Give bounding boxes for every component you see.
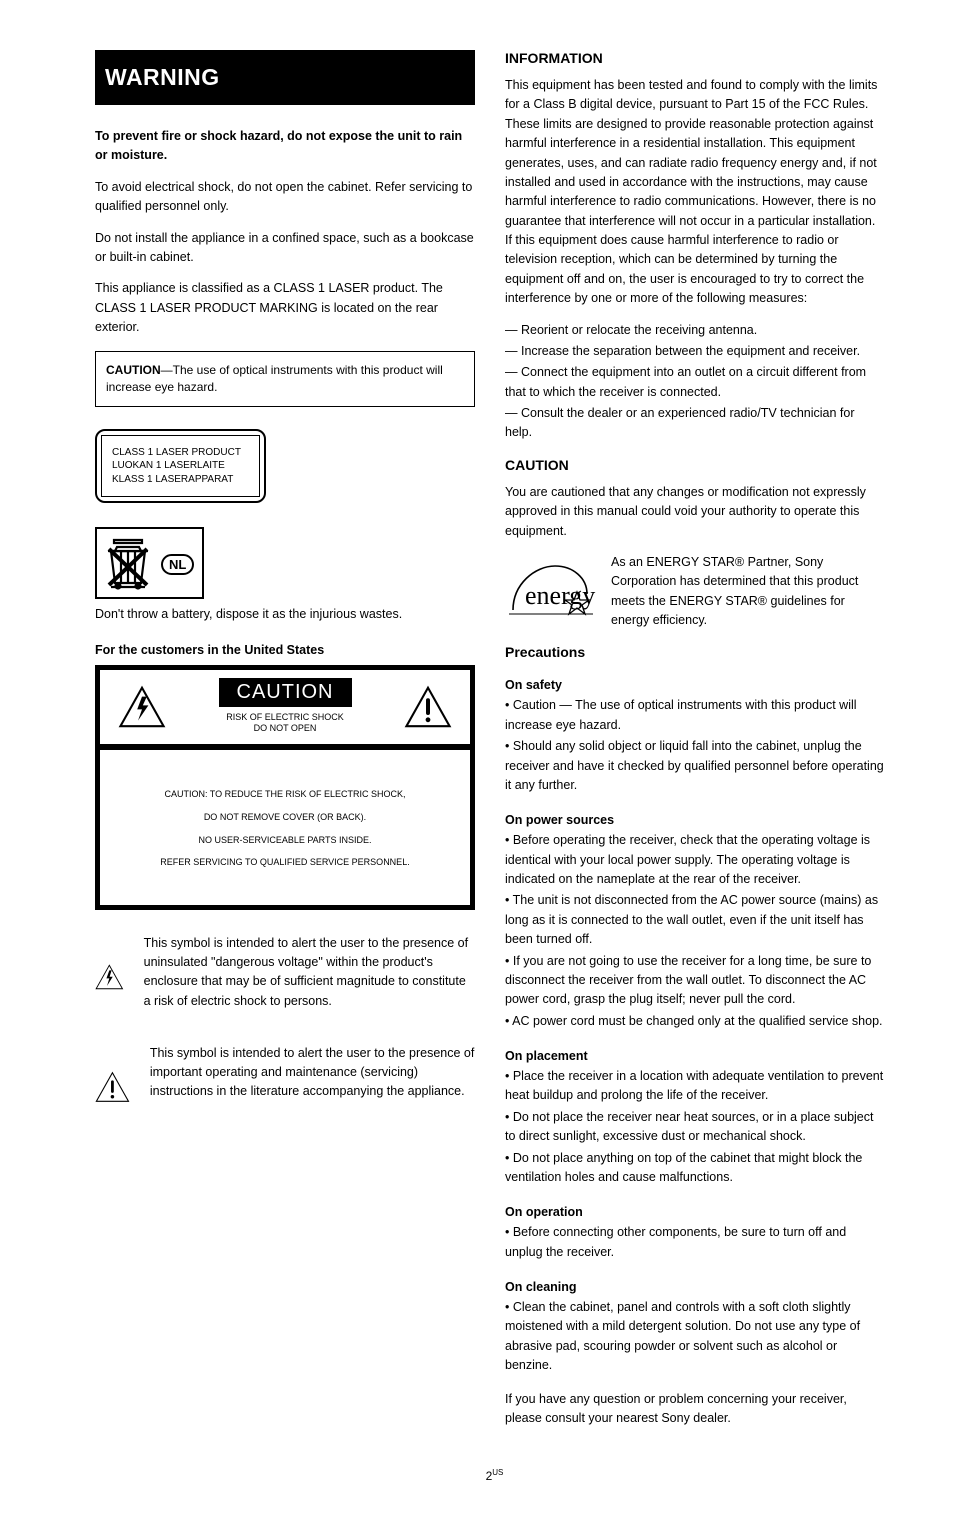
us-customers-heading: For the customers in the United States: [95, 643, 475, 657]
fcc-li3: — Connect the equipment into an outlet o…: [505, 363, 885, 402]
place-p2: • Do not place the receiver near heat so…: [505, 1108, 885, 1147]
safety-p1: • Caution — The use of optical instrumen…: [505, 696, 885, 735]
triangle-desc-2: This symbol is intended to alert the use…: [95, 1044, 475, 1130]
energy-star-icon: energy: [505, 556, 597, 628]
precautions-heading: Precautions: [505, 644, 885, 660]
power-p1: • Before operating the receiver, check t…: [505, 831, 885, 889]
crossed-bin-icon: [105, 537, 151, 591]
triangle-desc-1: This symbol is intended to alert the use…: [95, 934, 475, 1020]
exclamation-triangle-large-icon: [95, 1044, 130, 1130]
shock-caption-block: CAUTION RISK OF ELECTRIC SHOCKDO NOT OPE…: [219, 678, 352, 737]
shock-body-l1: CAUTION: TO REDUCE THE RISK OF ELECTRIC …: [114, 788, 456, 801]
place-p1: • Place the receiver in a location with …: [505, 1067, 885, 1106]
safety-p2: • Should any solid object or liquid fall…: [505, 737, 885, 795]
placement-heading: On placement: [505, 1049, 885, 1063]
fcc-para: This equipment has been tested and found…: [505, 76, 885, 309]
weee-frame: NL: [95, 527, 204, 599]
nl-badge: NL: [161, 554, 194, 575]
op-p: • Before connecting other components, be…: [505, 1223, 885, 1262]
warning-title-block: WARNING: [95, 50, 475, 105]
contact-para: If you have any question or problem conc…: [505, 1390, 885, 1429]
laser-line3: KLASS 1 LASERAPPARAT: [112, 473, 241, 487]
left-column: WARNING To prevent fire or shock hazard,…: [95, 50, 475, 1440]
class1-laser-label: CLASS 1 LASER PRODUCT LUOKAN 1 LASERLAIT…: [95, 429, 266, 504]
shock-panel-top: CAUTION RISK OF ELECTRIC SHOCKDO NOT OPE…: [100, 670, 470, 751]
shock-caption: CAUTION: [219, 678, 352, 707]
page-number: 2US: [95, 1468, 894, 1483]
power-p2: • The unit is not disconnected from the …: [505, 891, 885, 949]
shock-body-l3: NO USER-SERVICEABLE PARTS INSIDE.: [114, 834, 456, 847]
shock-body-l2: DO NOT REMOVE COVER (OR BACK).: [114, 811, 456, 824]
energy-para: As an ENERGY STAR® Partner, Sony Corpora…: [611, 553, 885, 631]
place-p3: • Do not place anything on top of the ca…: [505, 1149, 885, 1188]
laser-label-inner: CLASS 1 LASER PRODUCT LUOKAN 1 LASERLAIT…: [101, 435, 260, 498]
weee-caption: Don't throw a battery, dispose it as the…: [95, 605, 475, 624]
power-heading: On power sources: [505, 813, 885, 827]
electric-shock-panel: CAUTION RISK OF ELECTRIC SHOCKDO NOT OPE…: [95, 665, 475, 910]
shock-body: CAUTION: TO REDUCE THE RISK OF ELECTRIC …: [100, 750, 470, 904]
tri1-desc: This symbol is intended to alert the use…: [144, 934, 475, 1012]
two-column-layout: WARNING To prevent fire or shock hazard,…: [95, 50, 894, 1440]
shock-sub: RISK OF ELECTRIC SHOCKDO NOT OPEN: [219, 707, 352, 737]
fcc-li4: — Consult the dealer or an experienced r…: [505, 404, 885, 443]
caution-text: CAUTION—The use of optical instruments w…: [106, 362, 464, 396]
eye-hazard-caution-box: CAUTION—The use of optical instruments w…: [95, 351, 475, 407]
cleaning-heading: On cleaning: [505, 1280, 885, 1294]
safety-heading: On safety: [505, 678, 885, 692]
energy-star-row: energy As an ENERGY STAR® Partner, Sony …: [505, 553, 885, 631]
shock-sub2: DO NOT OPEN: [254, 723, 317, 733]
svg-text:energy: energy: [525, 581, 595, 610]
warning-p2: To avoid electrical shock, do not open t…: [95, 178, 475, 217]
laser-line2: LUOKAN 1 LASERLAITE: [112, 459, 241, 473]
shock-sub1: RISK OF ELECTRIC SHOCK: [226, 712, 344, 722]
caution-heading: CAUTION: [505, 457, 885, 473]
exclamation-triangle-icon: [404, 683, 452, 731]
warning-p4: This appliance is classified as a CLASS …: [95, 279, 475, 337]
information-heading: INFORMATION: [505, 50, 885, 66]
clean-p: • Clean the cabinet, panel and controls …: [505, 1298, 885, 1376]
caution-lead: CAUTION: [106, 363, 161, 377]
page-root: WARNING To prevent fire or shock hazard,…: [0, 0, 954, 1523]
right-column: INFORMATION This equipment has been test…: [505, 50, 885, 1440]
power-p4: • AC power cord must be changed only at …: [505, 1012, 885, 1031]
warning-p1: To prevent fire or shock hazard, do not …: [95, 127, 475, 166]
lightning-triangle-large-icon: [95, 934, 124, 1020]
weee-row: NL: [105, 537, 194, 591]
fcc-li2: — Increase the separation between the eq…: [505, 342, 885, 361]
lightning-triangle-icon: [118, 683, 166, 731]
operation-heading: On operation: [505, 1205, 885, 1219]
warning-p3: Do not install the appliance in a confin…: [95, 229, 475, 268]
laser-line1: CLASS 1 LASER PRODUCT: [112, 446, 241, 460]
warning-title: WARNING: [105, 64, 465, 91]
fcc-li1: — Reorient or relocate the receiving ant…: [505, 321, 885, 340]
weee-disposal-block: NL Don't throw a battery, dispose it as …: [95, 527, 475, 624]
caution-para: You are cautioned that any changes or mo…: [505, 483, 885, 541]
tri2-desc: This symbol is intended to alert the use…: [150, 1044, 475, 1102]
power-p3: • If you are not going to use the receiv…: [505, 952, 885, 1010]
shock-body-l4: REFER SERVICING TO QUALIFIED SERVICE PER…: [114, 856, 456, 869]
